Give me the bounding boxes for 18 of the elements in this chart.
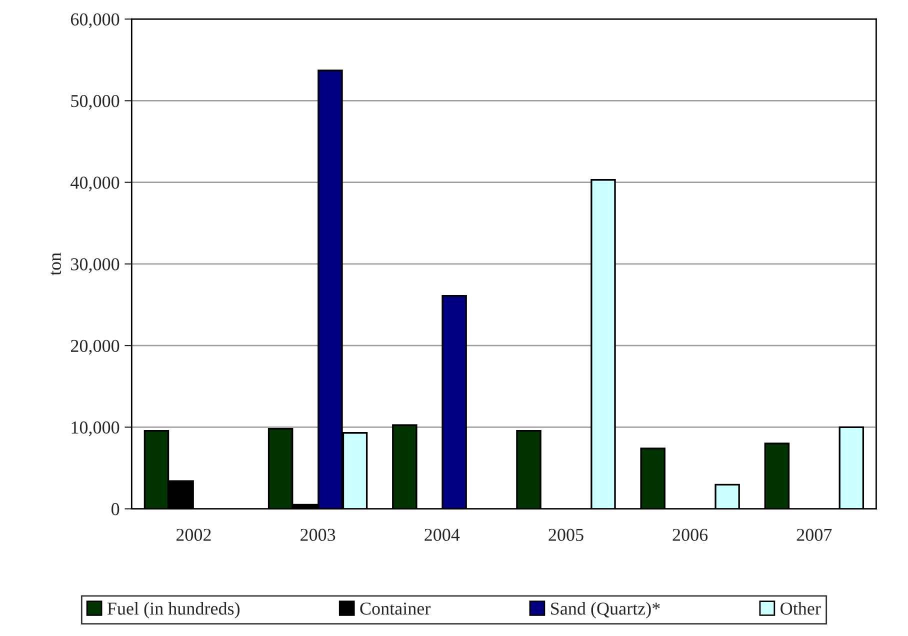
y-tick-label: 20,000 [70, 340, 120, 355]
legend-label: Container [360, 602, 431, 615]
y-tick-label: 60,000 [70, 13, 120, 28]
legend-label: Sand (Quartz)* [551, 602, 660, 618]
x-tick-label: 2006 [672, 528, 708, 541]
x-tick-label: 2004 [424, 528, 460, 541]
x-tick-label: 2005 [548, 528, 584, 541]
legend-label: Other [780, 602, 821, 615]
y-tick-label: 10,000 [72, 421, 120, 436]
y-axis-title: ton [50, 252, 61, 276]
x-tick-label: 2003 [300, 528, 336, 541]
legend-label: Fuel (in hundreds) [107, 602, 240, 618]
y-tick-label: 40,000 [70, 176, 120, 192]
y-tick-label: 30,000 [71, 258, 120, 273]
y-tick-label: 0 [112, 503, 120, 516]
x-tick-label: 2007 [796, 528, 832, 541]
x-tick-label: 2002 [176, 528, 211, 541]
y-tick-label: 50,000 [71, 94, 120, 110]
